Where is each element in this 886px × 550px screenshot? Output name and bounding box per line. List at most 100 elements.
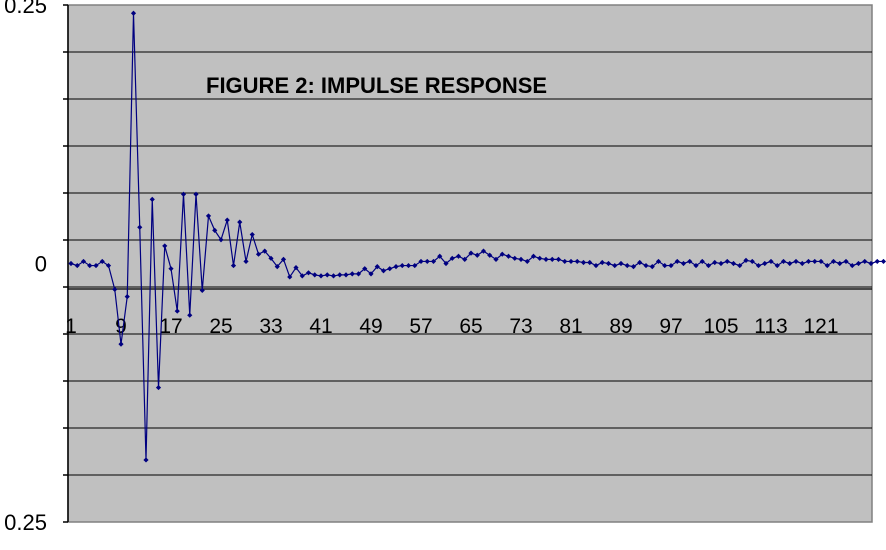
data-point bbox=[418, 258, 424, 265]
data-point bbox=[755, 262, 762, 269]
data-point bbox=[105, 262, 112, 269]
data-point bbox=[443, 260, 449, 267]
data-point bbox=[387, 266, 393, 272]
data-point bbox=[99, 258, 105, 265]
data-point bbox=[718, 260, 724, 267]
data-point bbox=[112, 286, 118, 292]
y-tick-label: 0.25 bbox=[4, 510, 47, 535]
data-point bbox=[162, 243, 168, 249]
data-point bbox=[362, 266, 368, 272]
data-point bbox=[799, 260, 805, 267]
data-point bbox=[368, 271, 374, 277]
data-point bbox=[862, 258, 868, 265]
data-point bbox=[687, 258, 693, 265]
data-point bbox=[255, 251, 262, 257]
data-point bbox=[155, 384, 162, 391]
y-axis-tick-labels: 0.25 0 0.25 bbox=[4, 0, 47, 535]
data-point bbox=[199, 287, 205, 293]
data-point bbox=[568, 258, 574, 265]
data-point bbox=[505, 253, 512, 259]
data-point bbox=[318, 273, 324, 279]
data-point bbox=[437, 253, 443, 259]
data-point bbox=[543, 256, 549, 262]
data-point bbox=[837, 260, 843, 267]
data-point bbox=[405, 262, 412, 269]
data-point bbox=[468, 250, 474, 256]
data-point bbox=[93, 262, 99, 269]
x-tick-label: 113 bbox=[754, 315, 787, 338]
data-point bbox=[180, 191, 187, 197]
data-point bbox=[187, 312, 193, 318]
data-point bbox=[249, 231, 255, 238]
data-point bbox=[193, 191, 199, 197]
data-point bbox=[649, 264, 655, 270]
data-point bbox=[143, 457, 149, 463]
data-point bbox=[324, 272, 330, 278]
data-point bbox=[230, 262, 237, 269]
data-point bbox=[843, 258, 849, 265]
data-point bbox=[174, 308, 180, 314]
data-point bbox=[168, 266, 174, 272]
data-point bbox=[812, 258, 818, 265]
data-point bbox=[705, 262, 712, 269]
data-point bbox=[730, 260, 737, 267]
data-point bbox=[68, 260, 74, 267]
data-point bbox=[593, 262, 599, 269]
data-point bbox=[343, 272, 349, 278]
data-point bbox=[118, 341, 124, 347]
x-tick-label: 121 bbox=[803, 315, 838, 338]
data-point bbox=[605, 260, 612, 267]
data-point bbox=[743, 257, 749, 263]
data-point bbox=[480, 248, 487, 254]
data-point bbox=[462, 256, 468, 262]
data-point bbox=[262, 248, 268, 254]
data-point bbox=[518, 256, 524, 262]
data-point bbox=[655, 258, 662, 265]
x-tick-label: 33 bbox=[259, 315, 282, 338]
data-point bbox=[305, 270, 312, 276]
data-point bbox=[599, 259, 605, 266]
data-point bbox=[299, 273, 305, 279]
x-tick-label: 1 bbox=[65, 315, 77, 338]
x-tick-label: 17 bbox=[159, 315, 182, 338]
data-point bbox=[674, 258, 680, 265]
x-tick-label: 25 bbox=[209, 315, 232, 338]
data-point bbox=[355, 271, 362, 277]
data-point bbox=[474, 252, 480, 258]
data-point bbox=[349, 271, 355, 277]
data-point bbox=[537, 255, 543, 261]
data-point bbox=[430, 258, 437, 265]
data-point bbox=[130, 10, 137, 16]
data-point bbox=[855, 260, 862, 267]
data-point bbox=[693, 262, 699, 269]
data-point bbox=[449, 255, 455, 261]
data-point bbox=[455, 253, 462, 259]
data-point bbox=[530, 253, 537, 259]
data-point bbox=[780, 258, 787, 265]
data-point bbox=[637, 259, 643, 266]
data-point bbox=[749, 258, 755, 265]
data-point bbox=[493, 256, 499, 262]
data-point bbox=[293, 265, 299, 271]
x-tick-label: 73 bbox=[509, 315, 532, 338]
plot-area bbox=[67, 4, 873, 523]
data-point bbox=[412, 262, 418, 269]
x-tick-label: 9 bbox=[115, 315, 127, 338]
data-point bbox=[218, 237, 224, 243]
y-tick-label: 0 bbox=[35, 252, 47, 277]
x-tick-label: 65 bbox=[459, 315, 482, 338]
data-point bbox=[793, 258, 799, 265]
data-point bbox=[424, 258, 430, 265]
data-point bbox=[393, 264, 399, 270]
data-point bbox=[243, 258, 249, 265]
data-point bbox=[549, 256, 555, 262]
data-point bbox=[618, 260, 624, 267]
data-point bbox=[212, 227, 218, 234]
data-point bbox=[380, 268, 387, 274]
data-point bbox=[124, 293, 130, 300]
data-point bbox=[512, 255, 518, 261]
data-point bbox=[680, 260, 687, 267]
data-point bbox=[280, 256, 287, 262]
x-tick-label: 105 bbox=[703, 315, 738, 338]
